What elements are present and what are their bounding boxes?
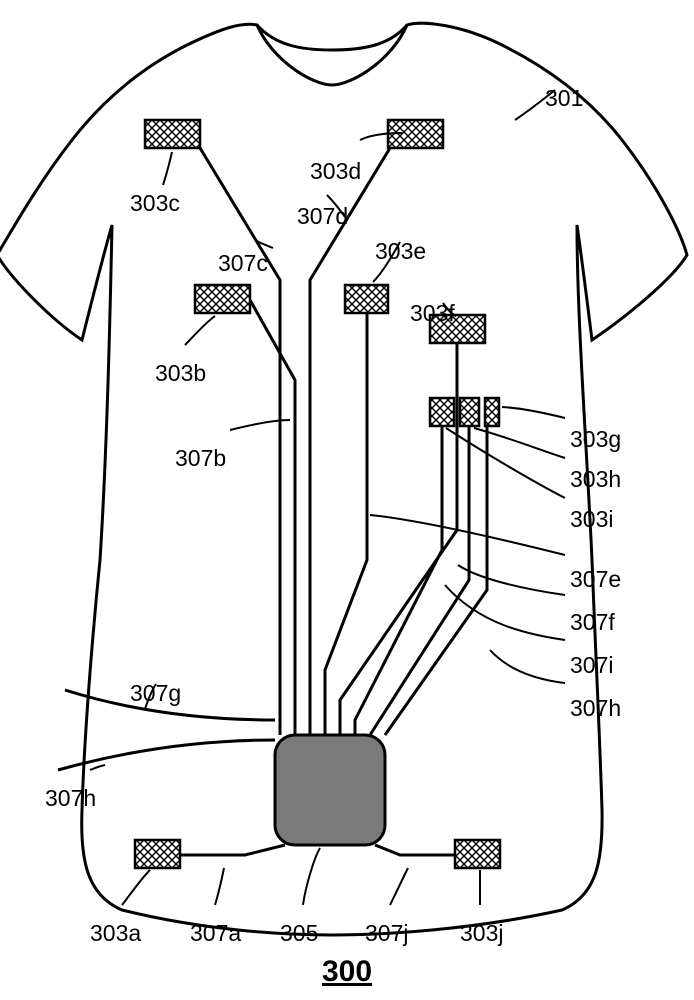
label-307h_left: 307h [45, 785, 96, 812]
leader-line [122, 870, 150, 905]
leader-line [458, 565, 565, 595]
label-301: 301 [545, 85, 583, 112]
conduit-307j [375, 845, 455, 855]
figure-canvas: 305 303c 303d 303b 303e 303f 303g 303h 303i 303a 3… [0, 0, 694, 1000]
conduit-307c [200, 148, 280, 735]
label-307g_left: 307g [130, 680, 181, 707]
conduit-307a [180, 845, 285, 855]
label-303c: 303c [130, 190, 180, 217]
leader-line [445, 585, 565, 640]
diagram-svg [0, 0, 694, 1000]
sensor-303h [460, 398, 479, 426]
sensor-303g [485, 398, 499, 426]
label-303b: 303b [155, 360, 206, 387]
label-307d: 307d [297, 203, 348, 230]
sensor-303i [430, 398, 454, 426]
label-303g: 303g [570, 426, 621, 453]
label-hub: 305 [280, 920, 318, 947]
leader-line [390, 868, 408, 905]
sensor-303b [195, 285, 250, 313]
label-303f: 303f [410, 300, 455, 327]
label-303a: 303a [90, 920, 141, 947]
label-307f: 307f [570, 609, 615, 636]
label-303i: 303i [570, 506, 613, 533]
leader-line [185, 316, 215, 345]
conduit-307b [250, 300, 295, 735]
hub [275, 735, 385, 845]
leader-line [303, 848, 320, 905]
label-303h: 303h [570, 466, 621, 493]
label-307c: 307c [218, 250, 268, 277]
label-307i: 307i [570, 652, 613, 679]
label-307j: 307j [365, 920, 408, 947]
label-303j: 303j [460, 920, 503, 947]
label-307h_right: 307h [570, 695, 621, 722]
label-307b: 307b [175, 445, 226, 472]
label-303e: 303e [375, 238, 426, 265]
label-303d: 303d [310, 158, 361, 185]
leader-line [90, 765, 105, 770]
figure-number: 300 [322, 955, 372, 989]
leader-line [163, 152, 172, 185]
sensor-303j [455, 840, 500, 868]
sensor-303a [135, 840, 180, 868]
label-307e: 307e [570, 566, 621, 593]
leader-line [215, 868, 224, 905]
conduit-307h_left [58, 426, 469, 770]
label-307a: 307a [190, 920, 241, 947]
leader-line [502, 407, 565, 418]
neckline-back [257, 25, 407, 50]
leader-line [490, 650, 565, 683]
sensor-303e [345, 285, 388, 313]
sensor-303c [145, 120, 200, 148]
